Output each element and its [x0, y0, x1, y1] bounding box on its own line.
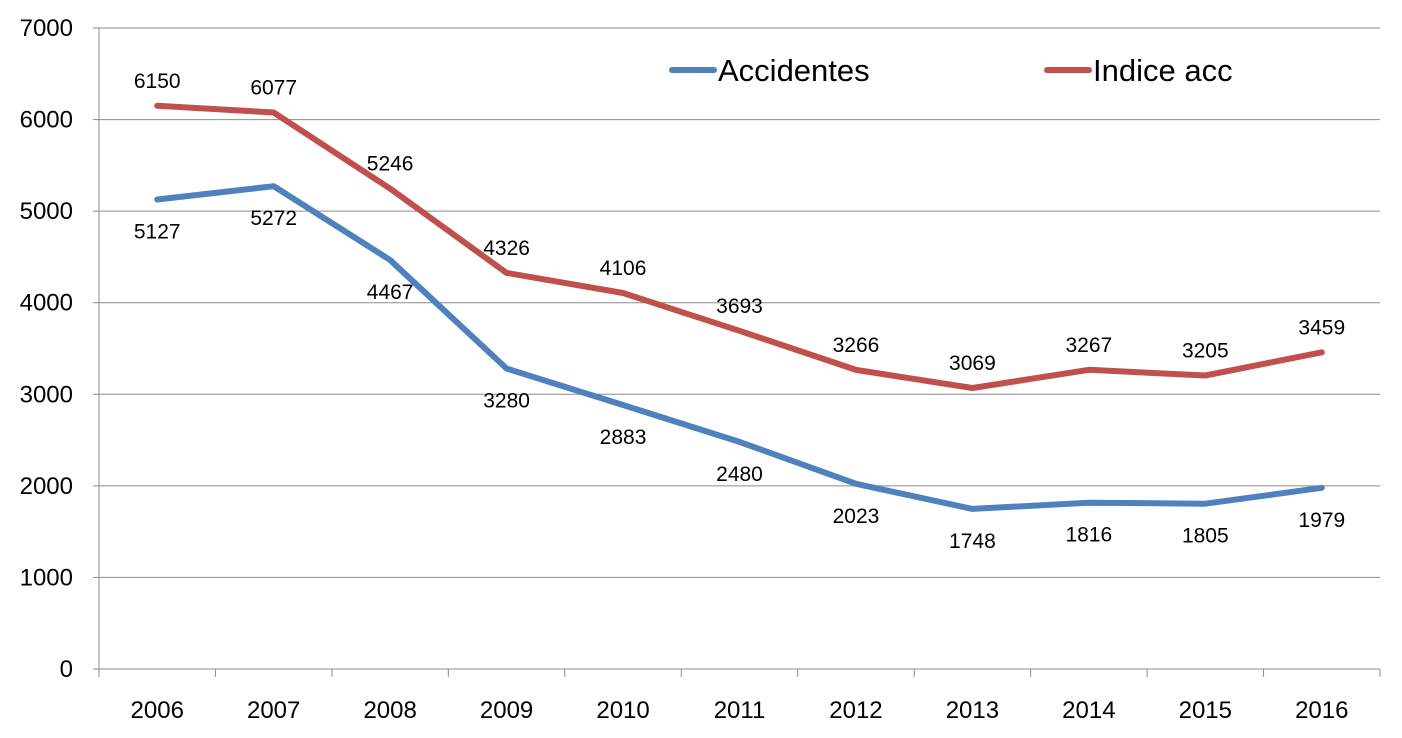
- y-tick-label: 0: [60, 656, 73, 683]
- legend: Accidentes Indice acc: [669, 53, 1233, 88]
- y-tick-label: 2000: [20, 473, 73, 500]
- x-tick-label: 2006: [131, 697, 184, 724]
- data-label: 4467: [367, 281, 414, 304]
- x-tick-label: 2015: [1179, 697, 1232, 724]
- x-tick-label: 2013: [946, 697, 999, 724]
- x-tick-label: 2012: [829, 697, 882, 724]
- data-label: 5272: [250, 207, 297, 230]
- data-label: 3459: [1298, 316, 1345, 339]
- data-label: 2023: [833, 505, 880, 528]
- y-tick-label: 5000: [20, 198, 73, 225]
- data-label: 4326: [483, 237, 530, 260]
- data-label: 6077: [250, 77, 297, 100]
- legend-label: Indice acc: [1093, 53, 1233, 88]
- data-labels: 5127 5272 4467 3280 2883 2480 2023 1748 1816 1805…: [134, 70, 1345, 553]
- legend-label: Accidentes: [718, 53, 870, 88]
- data-label: 3069: [949, 352, 996, 375]
- data-label: 3266: [833, 334, 880, 357]
- series-lines: [154, 102, 1325, 512]
- data-label: 2883: [600, 426, 647, 449]
- data-label: 1979: [1298, 509, 1345, 532]
- series-line-1: [154, 102, 1325, 391]
- series-line-0: [154, 183, 1325, 512]
- x-tick-label: 2011: [714, 697, 766, 724]
- data-label: 1816: [1066, 524, 1113, 547]
- data-label: 3267: [1066, 334, 1113, 357]
- data-label: 5246: [367, 153, 414, 176]
- x-tick-label: 2010: [596, 697, 649, 724]
- data-label: 4106: [600, 257, 647, 280]
- y-tick-label: 7000: [20, 15, 73, 42]
- axes: [93, 27, 1381, 677]
- data-label: 2480: [716, 463, 763, 486]
- x-tick-label: 2014: [1062, 697, 1115, 724]
- data-label: 1805: [1182, 525, 1229, 548]
- data-label: 6150: [134, 70, 181, 93]
- x-tick-label: 2016: [1295, 697, 1348, 724]
- x-tick-label: 2007: [247, 697, 300, 724]
- y-tick-label: 6000: [20, 107, 73, 134]
- data-label: 1748: [949, 530, 996, 553]
- y-tick-label: 1000: [20, 564, 73, 591]
- x-tick-labels: 2006 2007 2008 2009 2010 2011 2012 2013 2014 2015…: [131, 697, 1349, 724]
- x-tick-label: 2008: [363, 697, 416, 724]
- data-label: 5127: [134, 221, 181, 244]
- y-tick-labels: 0 1000 2000 3000 4000 5000 6000 7000: [20, 15, 73, 683]
- x-tick-label: 2009: [480, 697, 533, 724]
- y-tick-label: 4000: [20, 290, 73, 317]
- data-label: 3205: [1182, 340, 1229, 363]
- data-label: 3693: [716, 295, 763, 318]
- y-tick-label: 3000: [20, 381, 73, 408]
- data-label: 3280: [483, 390, 530, 413]
